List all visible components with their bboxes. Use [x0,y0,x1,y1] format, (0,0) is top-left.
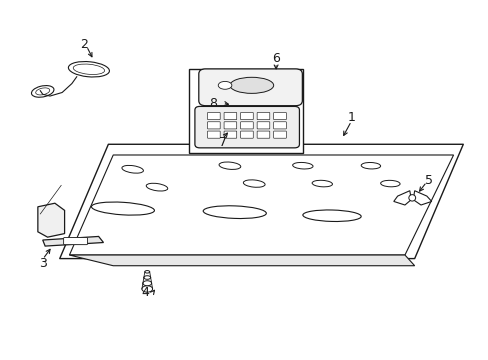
Ellipse shape [146,183,167,191]
Bar [188,69,302,153]
Ellipse shape [144,271,149,273]
Ellipse shape [311,180,332,187]
Ellipse shape [243,180,264,187]
FancyBboxPatch shape [257,122,269,129]
Polygon shape [393,191,410,205]
FancyBboxPatch shape [257,131,269,138]
FancyBboxPatch shape [224,122,236,129]
Polygon shape [60,144,462,258]
FancyBboxPatch shape [207,112,220,120]
Ellipse shape [302,210,361,221]
Ellipse shape [292,162,312,169]
Ellipse shape [122,165,143,173]
Ellipse shape [91,202,154,215]
Text: 4: 4 [141,286,148,299]
Ellipse shape [142,286,152,292]
Ellipse shape [68,62,109,77]
FancyBboxPatch shape [224,131,236,138]
FancyBboxPatch shape [199,69,302,106]
Ellipse shape [219,162,240,170]
FancyBboxPatch shape [240,131,253,138]
FancyBboxPatch shape [207,122,220,129]
FancyBboxPatch shape [240,122,253,129]
Text: 1: 1 [347,111,355,124]
FancyBboxPatch shape [273,122,286,129]
Text: 5: 5 [425,174,432,186]
Ellipse shape [203,206,266,219]
Text: 2: 2 [80,38,88,51]
Polygon shape [412,191,431,205]
Ellipse shape [31,86,54,97]
FancyBboxPatch shape [224,112,236,120]
Polygon shape [38,203,64,237]
Ellipse shape [143,276,150,279]
Text: 8: 8 [208,97,217,110]
Polygon shape [42,237,103,246]
Text: 7: 7 [218,136,226,149]
Ellipse shape [408,195,415,201]
Text: 6: 6 [272,52,280,65]
FancyBboxPatch shape [273,131,286,138]
Ellipse shape [361,162,380,169]
FancyBboxPatch shape [207,131,220,138]
FancyBboxPatch shape [273,112,286,120]
FancyBboxPatch shape [195,107,299,148]
Ellipse shape [229,77,273,93]
FancyBboxPatch shape [240,112,253,120]
Polygon shape [69,255,414,266]
FancyBboxPatch shape [63,238,87,245]
FancyBboxPatch shape [257,112,269,120]
Text: 3: 3 [39,257,46,270]
Ellipse shape [218,81,231,89]
Ellipse shape [380,180,399,187]
Ellipse shape [142,281,151,286]
